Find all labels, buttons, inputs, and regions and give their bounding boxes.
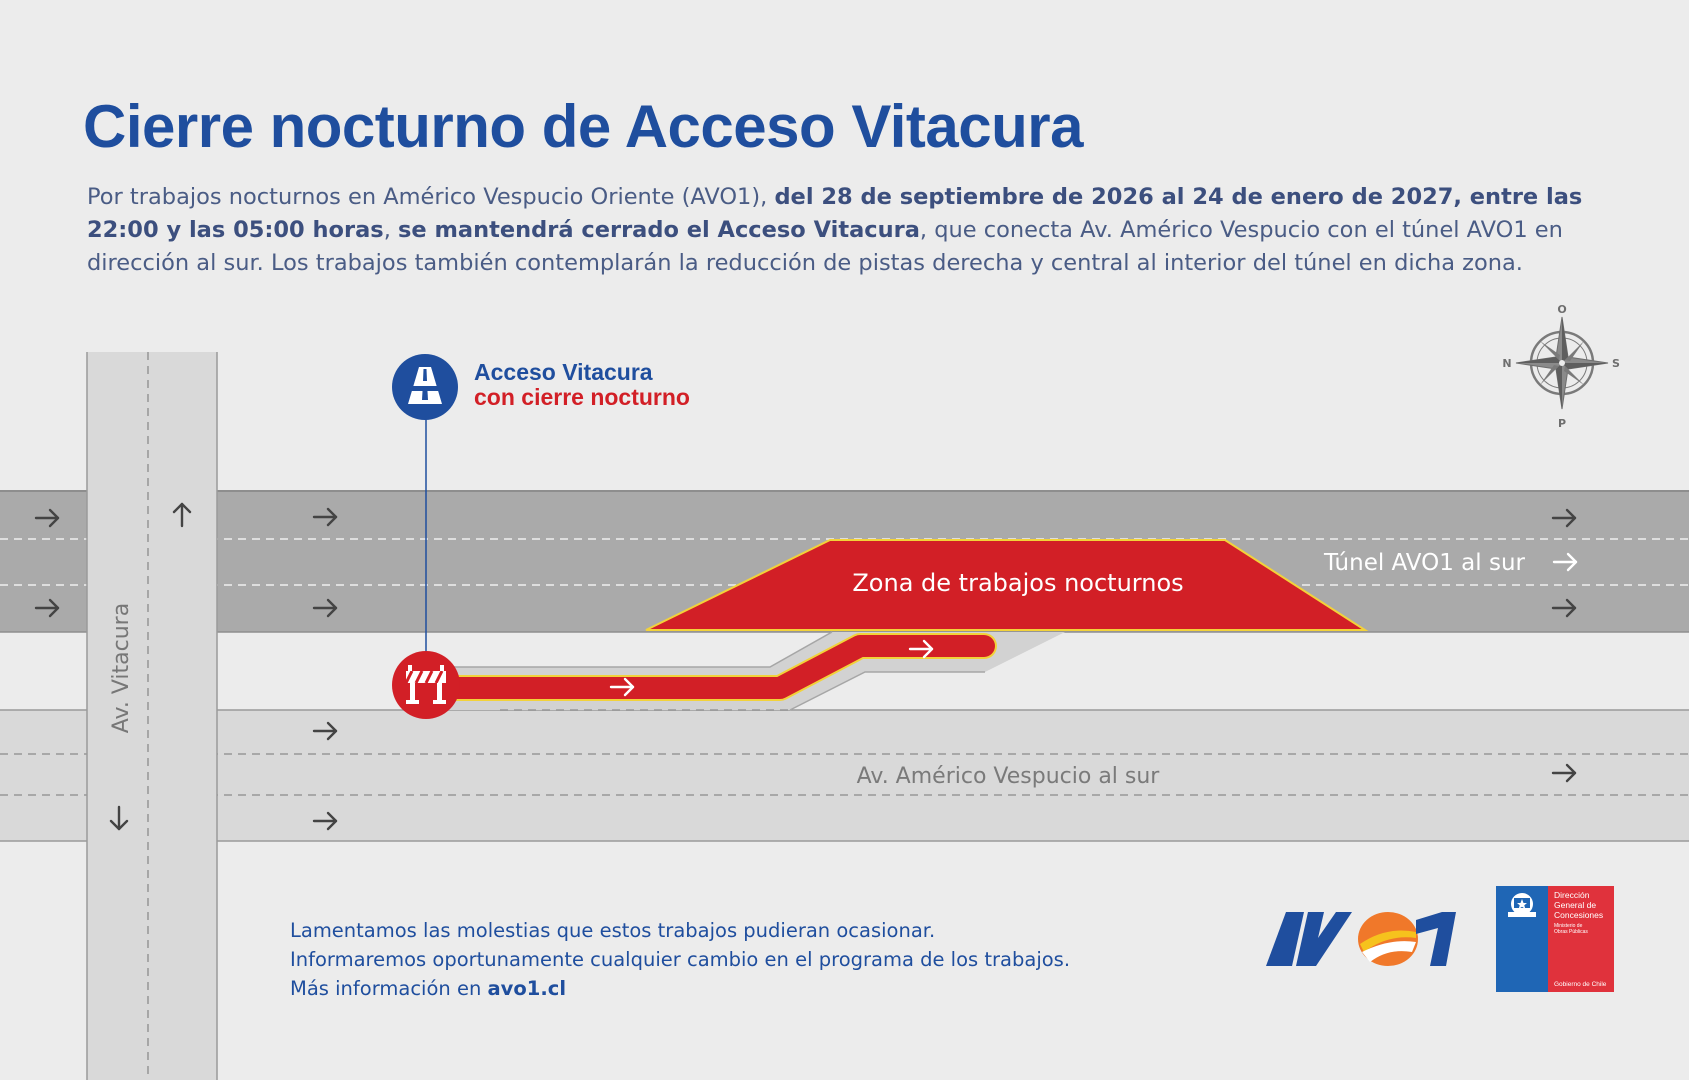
compass-label: S (1612, 357, 1620, 370)
avo1-logo-mark (1266, 912, 1456, 966)
page-title: Cierre nocturno de Acceso Vitacura (83, 93, 1084, 160)
closed-access-lane (419, 635, 995, 699)
surface-road-label: Av. Américo Vespucio al sur (857, 764, 1161, 789)
coat-of-arms-icon (1496, 886, 1548, 992)
compass-label: P (1558, 417, 1566, 430)
footer-line: Más información en avo1.cl (290, 977, 567, 1000)
highway-access-icon (392, 354, 458, 420)
closure-dates: del 28 de septiembre de 2026 al 24 de en… (87, 184, 1583, 243)
work-zone (645, 539, 1369, 631)
closure-label-line1: Acceso Vitacura (474, 359, 653, 385)
website-link[interactable]: avo1.cl (487, 977, 567, 1000)
tunnel-label: Túnel AVO1 al sur (1323, 550, 1526, 576)
vitacura-street (86, 352, 218, 1080)
compass-icon: O P N S (1502, 303, 1620, 430)
compass-label: O (1557, 303, 1566, 316)
footer-note: Lamentamos las molestias que estos traba… (290, 916, 1070, 1003)
road-barrier-icon (392, 651, 460, 719)
notice-description: Por trabajos nocturnos en Américo Vespuc… (87, 184, 1583, 276)
work-zone-label: Zona de trabajos nocturnos (852, 569, 1183, 597)
closure-statement: se mantendrá cerrado el Acceso Vitacura (398, 217, 920, 243)
government-logo: Dirección General de Concesiones Ministe… (1496, 886, 1614, 992)
closure-callout: Acceso Vitacura con cierre nocturno (474, 360, 690, 410)
cross-street-label: Av. Vitacura (109, 603, 134, 733)
compass-label: N (1502, 357, 1511, 370)
footer-line: Informaremos oportunamente cualquier cam… (290, 948, 1071, 971)
footer-line: Lamentamos las molestias que estos traba… (290, 919, 936, 942)
closure-label-line2: con cierre nocturno (474, 384, 690, 410)
avo1-logo (1266, 908, 1464, 970)
surface-roadway (0, 709, 1689, 842)
